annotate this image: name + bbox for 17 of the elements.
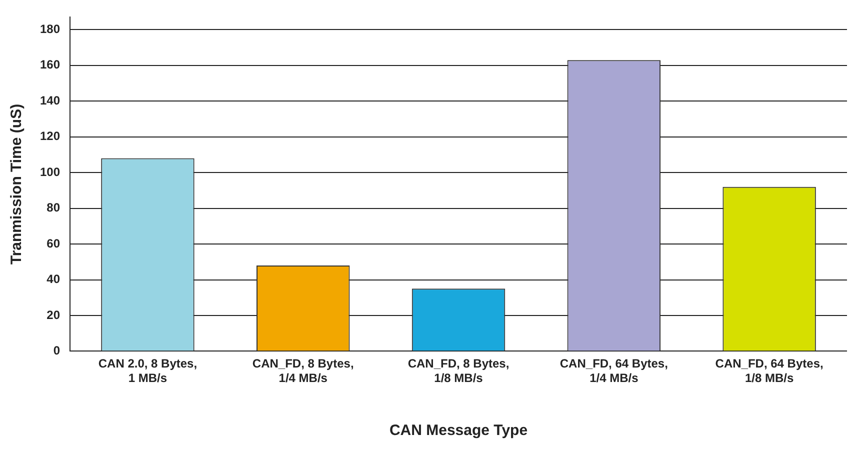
y-tick-label: 60 — [46, 236, 60, 250]
x-tick-label: CAN_FD, 64 Bytes, 1/4 MB/s — [560, 356, 668, 386]
y-tick-label: 140 — [40, 93, 60, 108]
x-axis-title: CAN Message Type — [389, 422, 528, 440]
y-axis-title: Tranmission Time (uS) — [8, 104, 26, 264]
y-tick-label: 120 — [40, 129, 60, 144]
x-tick-label: CAN 2.0, 8 Bytes, 1 MB/s — [98, 356, 198, 386]
y-tick-label: 0 — [53, 344, 60, 358]
y-tick-label: 80 — [46, 200, 60, 215]
y-tick-label: 160 — [40, 58, 60, 72]
y-tick-label: 100 — [40, 164, 60, 179]
x-tick-label: CAN_FD, 64 Bytes, 1/8 MB/s — [715, 356, 824, 386]
y-tick-label: 40 — [46, 272, 60, 286]
x-tick-label: CAN_FD, 8 Bytes, 1/4 MB/s — [252, 356, 354, 386]
y-tick-label: 20 — [46, 308, 60, 322]
y-tick-label: 180 — [40, 22, 60, 36]
x-tick-label: CAN_FD, 8 Bytes, 1/8 MB/s — [408, 356, 510, 386]
